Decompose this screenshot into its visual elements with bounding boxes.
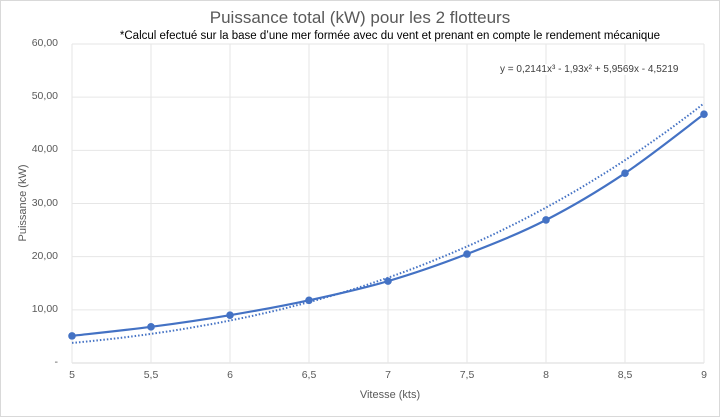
y-tick-label: 20,00 [31,249,58,262]
x-tick-label: 7 [385,369,391,381]
x-tick-label: 8 [543,369,549,381]
data-point-marker [700,110,708,118]
x-tick-label: 7,5 [459,369,475,381]
x-axis-title: Vitesse (kts) [359,389,421,401]
x-tick-label: 5,5 [143,369,159,381]
chart-subtitle: *Calcul efectué sur la base d’une mer fo… [119,30,661,42]
x-tick-label: 6,5 [301,369,317,381]
chart-title: Puissance total (kW) pour les 2 flotteur… [209,8,511,27]
trendline-equation: y = 0,2141x³ - 1,93x² + 5,9569x - 4,5219 [498,64,681,75]
data-series-line [71,113,705,337]
data-point-marker [384,277,392,285]
data-point-marker [305,296,313,305]
data-point-marker [463,250,471,258]
data-point-marker [226,311,234,319]
y-tick-label: 60,00 [31,37,58,49]
y-tick-label: 30,00 [31,196,58,209]
data-point-marker [621,169,629,177]
x-tick-label: 8,5 [617,369,633,381]
x-tick-label: 9 [701,369,707,381]
y-tick-label: 10,00 [31,302,58,315]
data-point-marker [542,216,550,224]
y-tick-label: 50,00 [31,90,58,103]
x-tick-label: 5 [69,369,75,381]
x-tick-label: 6 [227,369,233,381]
y-tick-label: 40,00 [31,143,58,156]
data-point-marker [147,323,155,331]
y-tick-label: - [54,356,59,368]
data-point-marker [68,332,76,340]
